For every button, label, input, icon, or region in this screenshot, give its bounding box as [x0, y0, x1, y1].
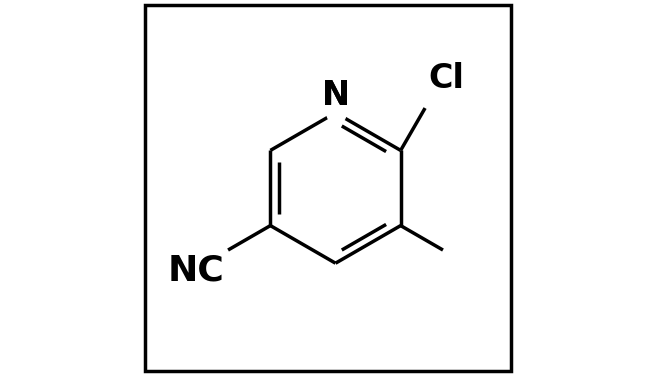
Text: N: N — [321, 79, 350, 112]
Text: NC: NC — [167, 254, 224, 288]
Text: N: N — [321, 79, 350, 112]
Text: Cl: Cl — [429, 62, 464, 95]
